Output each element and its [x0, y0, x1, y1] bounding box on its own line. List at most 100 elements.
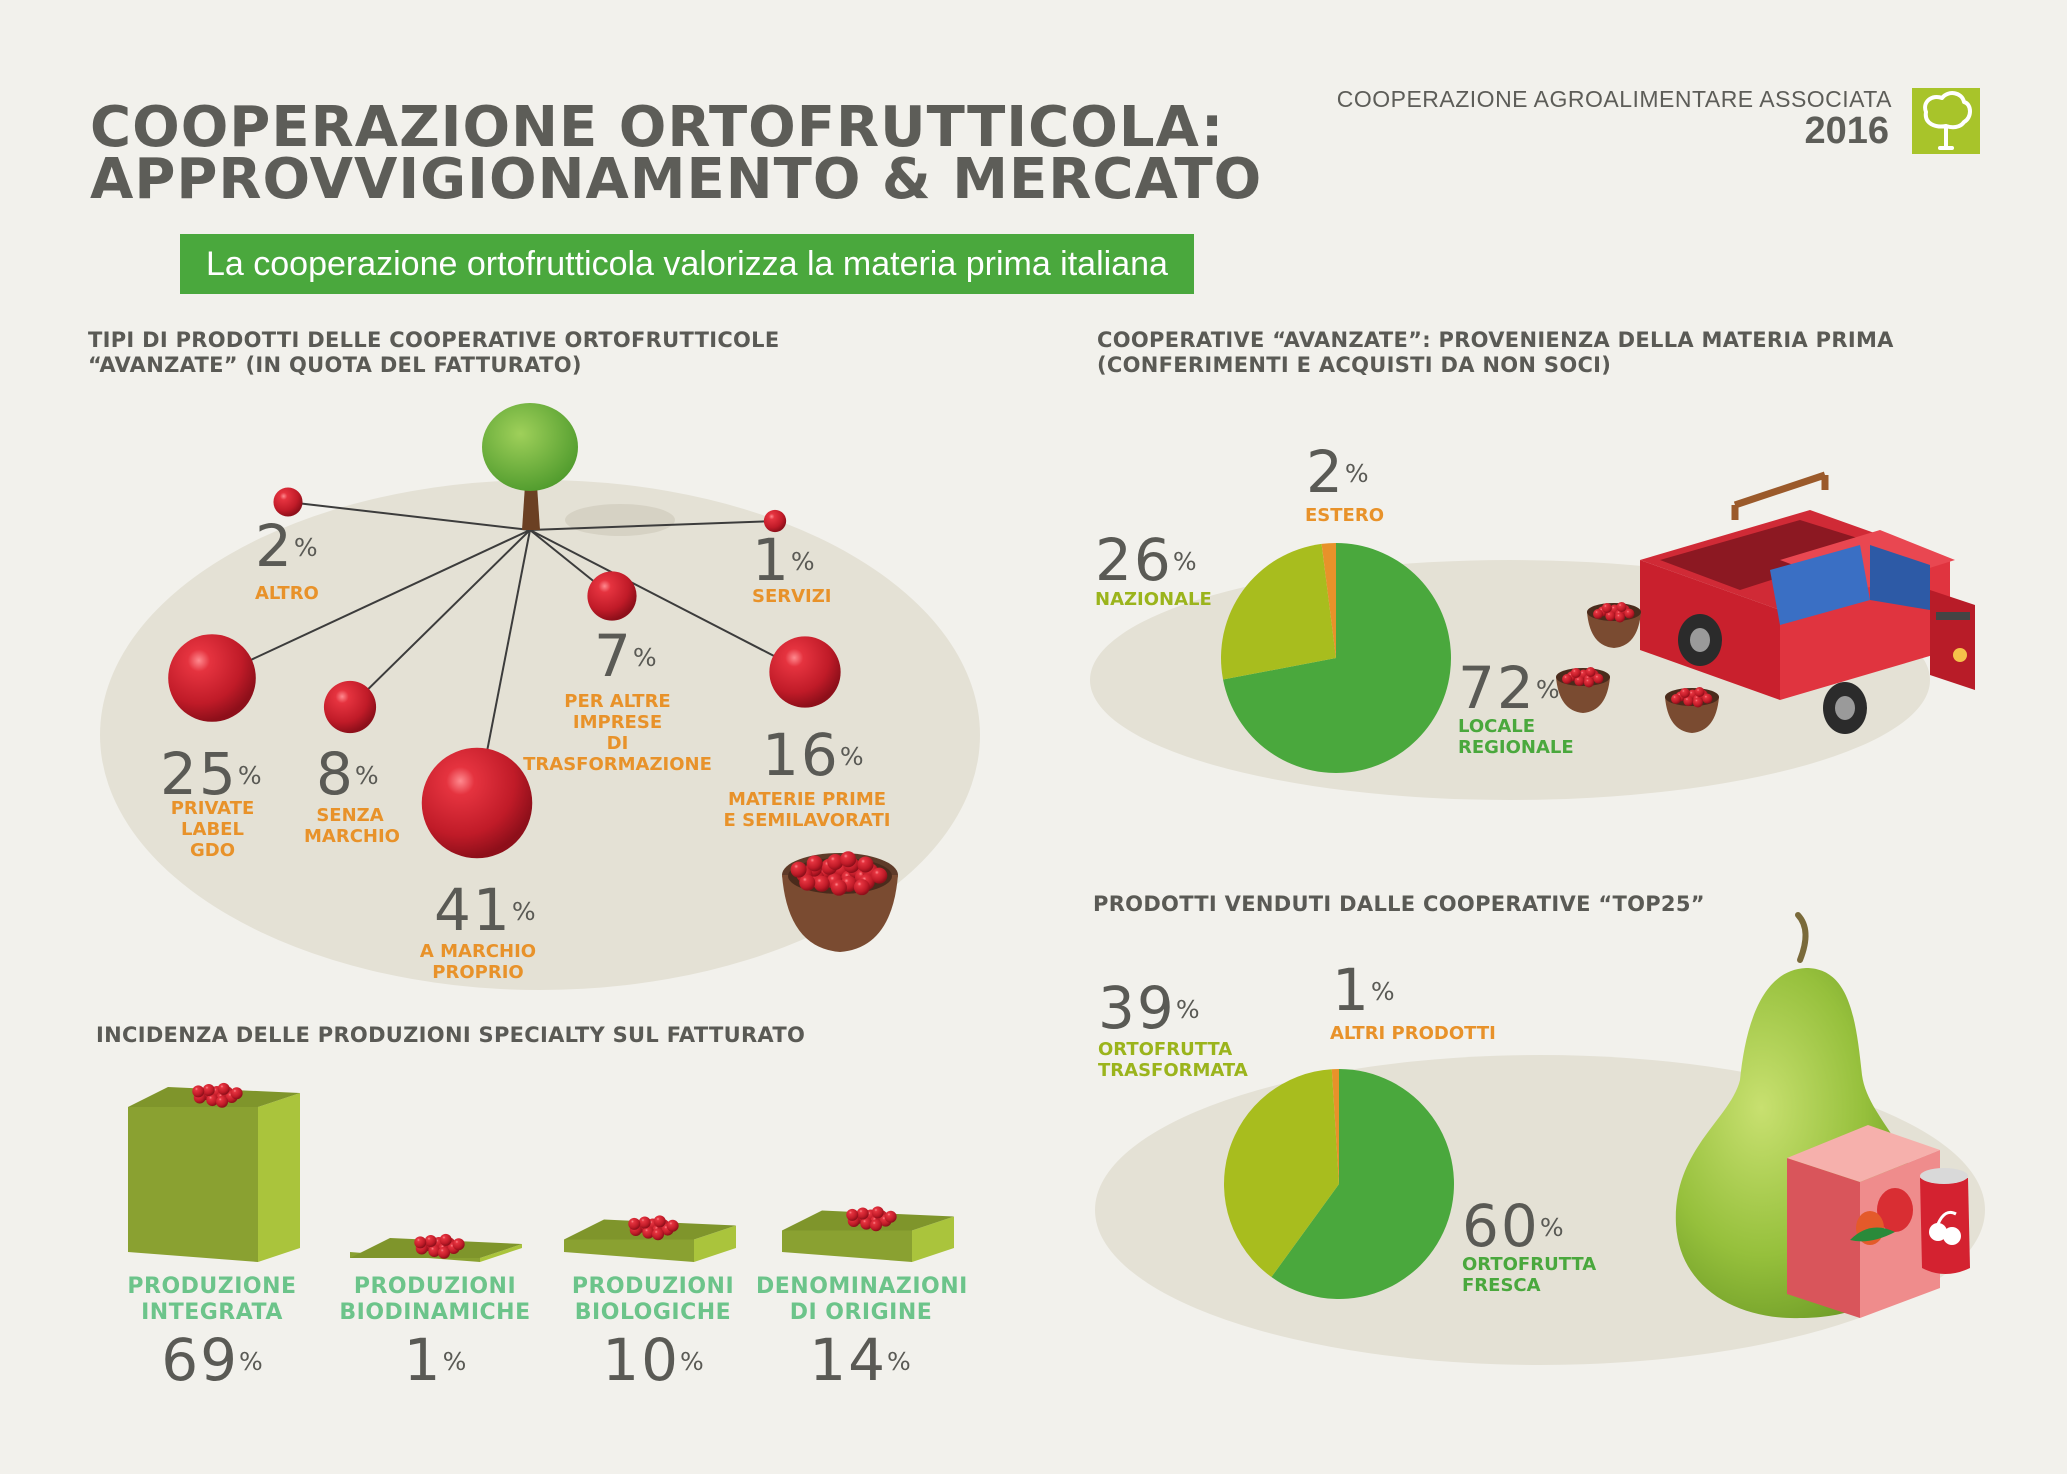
bubble-mark — [421, 747, 533, 859]
berry — [860, 1217, 873, 1230]
berry — [628, 1217, 641, 1230]
headline-banner: La cooperazione ortofrutticola valorizza… — [180, 234, 1194, 294]
bubble-value-senza-marchio: 8% — [316, 740, 379, 808]
berry — [1593, 673, 1604, 684]
small-bowl — [1556, 677, 1610, 713]
bubble-connector — [529, 529, 806, 673]
pickup-truck-icon — [1640, 471, 1975, 734]
berry — [1683, 696, 1694, 707]
berry — [827, 853, 844, 870]
bubble-value-servizi: 1% — [752, 526, 815, 594]
berry — [884, 1210, 897, 1223]
berry — [439, 1233, 452, 1246]
berry — [428, 1245, 441, 1258]
small-bowl — [1665, 697, 1719, 733]
specialty-value-integrata: 69% — [161, 1326, 263, 1394]
pie-origin-value-estero: 2% — [1306, 438, 1369, 506]
berry — [1679, 687, 1690, 698]
berry — [1562, 674, 1573, 685]
berry — [414, 1236, 427, 1249]
berry — [1570, 667, 1581, 678]
bubble-mark — [769, 636, 841, 708]
bubble-label-materie-prime: MATERIE PRIME E SEMILAVORATI — [723, 789, 891, 831]
berry — [830, 879, 847, 896]
berry — [1574, 676, 1585, 687]
pie-slice — [1223, 543, 1451, 773]
bubble-value-materie-prime: 16% — [762, 721, 864, 789]
berry — [1694, 687, 1705, 698]
bubble-label-altre-imprese: PER ALTRE IMPRESE DI TRASFORMAZIONE — [523, 691, 712, 775]
origin-chart-title-1: COOPERATIVE “AVANZATE”: PROVENIENZA DELL… — [1097, 328, 1894, 352]
bubble-value-private-label: 25% — [160, 740, 262, 808]
pie-slice — [1221, 543, 1336, 680]
specialty-block-front — [564, 1239, 694, 1262]
org-year: 2016 — [1804, 110, 1889, 152]
bubble-label-altro: ALTRO — [255, 583, 319, 604]
berry — [202, 1083, 215, 1096]
bubble-value-altre-imprese: 7% — [594, 622, 657, 690]
berry — [846, 1208, 859, 1221]
specialty-block-side — [480, 1244, 522, 1262]
juice-box-icon — [1787, 1125, 1940, 1318]
berry — [1692, 697, 1703, 708]
berry — [871, 1206, 884, 1219]
bubble-connector — [529, 520, 776, 531]
berry — [1616, 602, 1627, 613]
berry — [790, 861, 807, 878]
specialty-value-biologiche: 10% — [602, 1326, 704, 1394]
berry — [216, 1095, 229, 1108]
bubble-label-servizi: SERVIZI — [752, 586, 832, 607]
berry — [424, 1234, 437, 1247]
sales-pie — [1223, 1069, 1454, 1299]
specialty-block-front — [128, 1107, 258, 1262]
berry — [642, 1226, 655, 1239]
specialty-value-origine: 14% — [809, 1326, 911, 1394]
berry — [840, 851, 857, 868]
bubble-label-private-label: PRIVATE LABEL GDO — [170, 798, 255, 861]
bubble-backdrop — [100, 480, 980, 990]
berry — [206, 1094, 219, 1107]
berry — [438, 1246, 451, 1259]
specialty-label-origine: DENOMINAZIONI DI ORIGINE — [756, 1274, 968, 1325]
bubble-mark — [168, 634, 256, 722]
berry — [192, 1085, 205, 1098]
specialty-block-side — [694, 1225, 736, 1262]
berry — [230, 1087, 243, 1100]
bubble-mark — [323, 680, 377, 734]
berry — [1601, 602, 1612, 613]
berry — [870, 1219, 883, 1232]
bubble-label-senza-marchio: SENZA MARCHIO — [304, 805, 400, 847]
bubble-mark — [273, 487, 303, 517]
berry — [1583, 677, 1594, 688]
bubble-chart-title-2: “AVANZATE” (IN QUOTA DEL FATTURATO) — [88, 353, 582, 377]
pie-slice — [1223, 1069, 1339, 1278]
berry — [452, 1238, 465, 1251]
berry — [1614, 612, 1625, 623]
bubble-chart-title-1: TIPI DI PRODOTTI DELLE COOPERATIVE ORTOF… — [88, 328, 780, 352]
berry — [638, 1216, 651, 1229]
berry — [1585, 667, 1596, 678]
truck-bowls — [1556, 602, 1719, 733]
berry — [1671, 694, 1682, 705]
pie-origin-label-nazionale: NAZIONALE — [1095, 589, 1212, 610]
berry — [871, 867, 888, 884]
specialty-blocks — [128, 1082, 954, 1262]
bubble-value-altro: 2% — [255, 512, 318, 580]
specialty-block-front — [782, 1230, 912, 1262]
specialty-label-integrata: PRODUZIONE INTEGRATA — [127, 1274, 297, 1325]
pie-origin-value-locale: 72% — [1458, 654, 1560, 722]
specialty-value-biodinamiche: 1% — [403, 1326, 467, 1394]
berry — [853, 879, 870, 896]
bubble-marks — [168, 487, 841, 859]
origin-pie — [1221, 543, 1451, 773]
title-line-2: APPROVVIGIONAMENTO & MERCATO — [90, 147, 1263, 212]
berry — [666, 1219, 679, 1232]
pie-sales-label-trasformata: ORTOFRUTTA TRASFORMATA — [1098, 1039, 1248, 1081]
berry — [217, 1082, 230, 1095]
pie-slice — [1331, 1069, 1339, 1184]
pie-sales-value-fresca: 60% — [1462, 1192, 1564, 1260]
berry — [806, 855, 823, 872]
pie-slice — [1271, 1069, 1454, 1299]
tree-logo-icon — [1912, 88, 1980, 154]
specialty-label-biodinamiche: PRODUZIONI BIODINAMICHE — [339, 1274, 531, 1325]
